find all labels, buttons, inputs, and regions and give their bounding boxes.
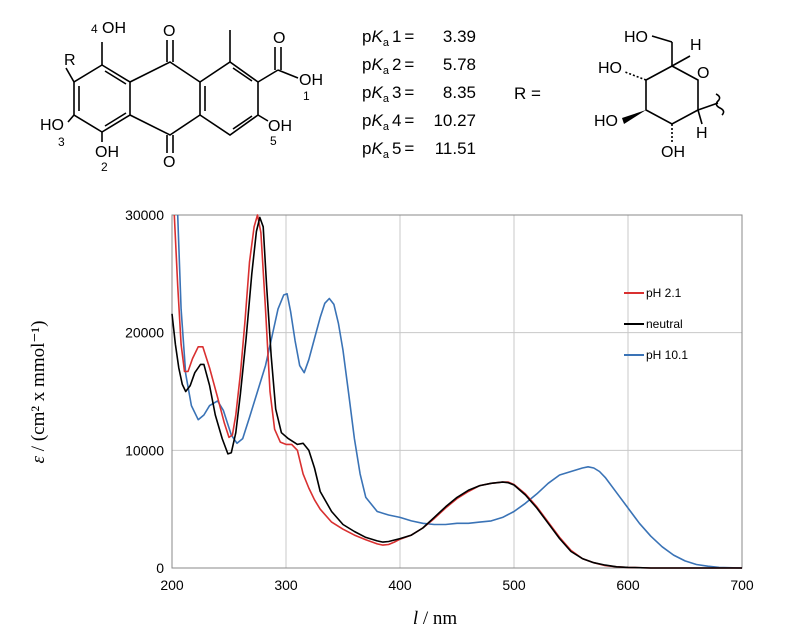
oh-3-number: 3 <box>58 135 65 149</box>
sugar-ho-bottom-left-label: HO <box>594 113 618 130</box>
legend: pH 2.1 neutral pH 10.1 <box>624 286 688 362</box>
pka-value: 10.27 <box>433 111 476 130</box>
oh-2-number: 2 <box>101 160 108 174</box>
y-tick-label: 20000 <box>125 325 164 341</box>
sugar-ho-left-label: HO <box>598 60 622 77</box>
oh-3-label: HO <box>40 117 64 134</box>
series-lines <box>171 214 743 569</box>
x-tick-label: 300 <box>274 577 298 593</box>
legend-entry: pH 2.1 <box>646 286 682 300</box>
sugar-h-top-label: H <box>690 37 702 54</box>
sugar-oh-bottom-label: OH <box>661 144 685 161</box>
oh-4-number: 4 <box>91 22 98 36</box>
x-tick-label: 600 <box>616 577 640 593</box>
sugar-h-right-label: H <box>696 125 708 142</box>
pka-row: pKa 3 = 8.35 <box>362 83 476 105</box>
oh-1-number: 1 <box>303 89 310 103</box>
oh-5-number: 5 <box>270 134 277 148</box>
pka-row: pKa 1 = 3.39 <box>362 27 476 49</box>
y-tick-label: 30000 <box>125 207 164 223</box>
series-line-ph-2-1 <box>173 214 742 569</box>
anthraquinone-structure: OH 4 R HO 3 OH 2 O O O OH 1 OH 5 <box>40 20 323 174</box>
y-tick-labels: 0 10000 20000 30000 <box>125 207 164 576</box>
legend-entry: pH 10.1 <box>646 348 688 362</box>
sugar-structure: HO H HO O HO H OH <box>594 29 725 161</box>
x-tick-label: 700 <box>730 577 754 593</box>
pka-value: 8.35 <box>443 83 476 102</box>
x-tick-label: 500 <box>502 577 526 593</box>
pka-table: pKa 1 = 3.39 pKa 2 = 5.78 pKa 3 = 8.35 pKa 4 = 1… <box>362 27 476 161</box>
x-tick-label: 400 <box>388 577 412 593</box>
y-tick-label: 10000 <box>125 442 164 458</box>
pka-row: pKa 2 = 5.78 <box>362 55 476 77</box>
pka-value: 3.39 <box>443 27 476 46</box>
series-line-ph-10-1 <box>176 214 743 569</box>
legend-entry: neutral <box>646 317 683 331</box>
oh-2-label: OH <box>95 144 119 161</box>
x-tick-label: 200 <box>160 577 184 593</box>
pka-value: 11.51 <box>435 139 476 158</box>
x-axis-label: l / nm <box>413 608 458 629</box>
oh-5-label: OH <box>268 118 292 135</box>
acid-o-label: O <box>273 30 285 47</box>
r-label: R <box>64 52 76 69</box>
x-tick-labels: 200 300 400 500 600 700 <box>160 577 754 593</box>
series-line-neutral <box>171 216 742 569</box>
y-tick-label: 0 <box>156 560 164 576</box>
r-equals-label: R = <box>514 84 541 103</box>
sugar-ring-o-label: O <box>697 65 709 82</box>
y-axis-label: ε / (cm² x mmol⁻¹) <box>28 321 49 464</box>
pka-row: pKa 5 = 11.51 <box>362 139 476 161</box>
uv-vis-spectrum-chart: 0 10000 20000 30000 200 300 400 500 600 700 pH 2… <box>28 207 754 629</box>
plot-frame <box>171 214 743 569</box>
pka-value: 5.78 <box>443 55 476 74</box>
oh-4-label: OH <box>102 20 126 37</box>
carbonyl-top-o-label: O <box>163 23 175 40</box>
sugar-ho-ch2-label: HO <box>624 29 648 46</box>
pka-row: pKa 4 = 10.27 <box>362 111 476 133</box>
oh-1-label: OH <box>299 72 323 89</box>
carbonyl-bottom-o-label: O <box>163 154 175 171</box>
